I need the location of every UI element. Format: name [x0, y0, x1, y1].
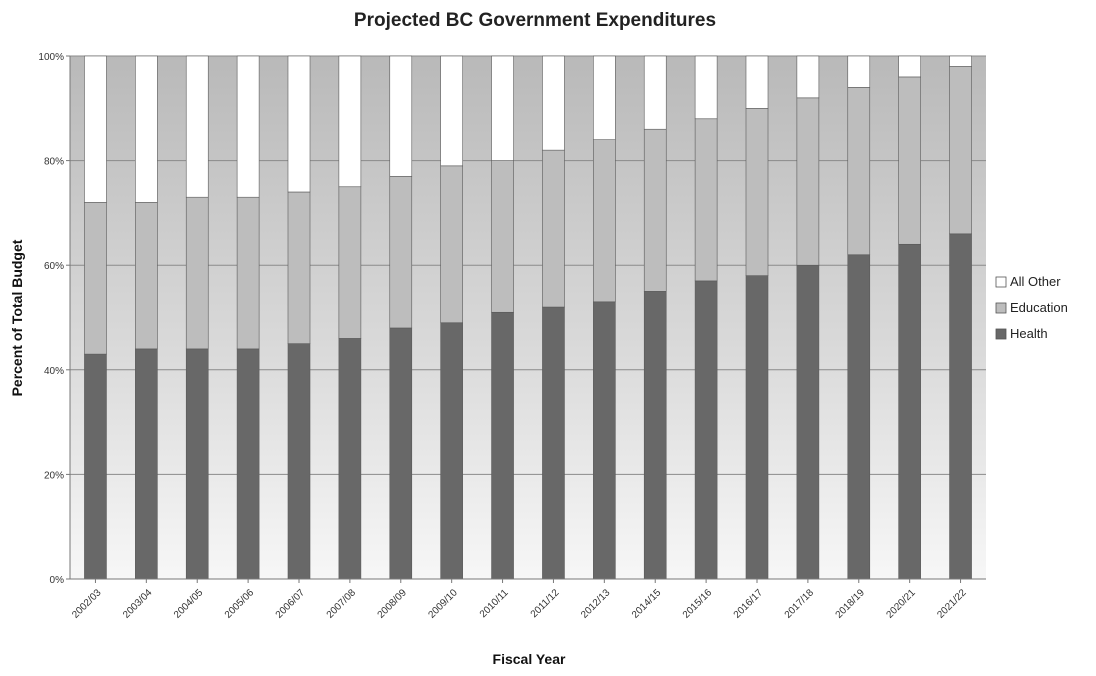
- x-tick-label: 2011/12: [529, 587, 562, 620]
- bar-education: [847, 87, 871, 256]
- y-tick-label: 40%: [44, 366, 64, 377]
- bar-all-other: [135, 55, 158, 203]
- bars: [84, 55, 972, 580]
- y-tick-labels: 0% 20% 40% 60% 80% 100%: [38, 52, 64, 586]
- bar-health: [847, 254, 871, 580]
- x-tick-label: 2008/09: [376, 587, 410, 621]
- bar-all-other: [440, 55, 463, 167]
- chart-title: Projected BC Government Expenditures: [354, 10, 716, 31]
- bar-education: [287, 191, 311, 344]
- bar-all-other: [389, 55, 413, 177]
- x-tick-label: 2003/04: [121, 587, 155, 621]
- x-tick-label: 2009/10: [426, 587, 460, 621]
- legend-label-education: Education: [1010, 300, 1068, 315]
- x-tick-label: 2007/08: [325, 587, 359, 621]
- x-tick-label: 2015/16: [681, 587, 715, 621]
- bar-all-other: [287, 55, 311, 193]
- bar-all-other: [338, 55, 362, 188]
- bar-health: [135, 348, 158, 580]
- bar-education: [236, 196, 260, 350]
- y-axis-title: Percent of Total Budget: [9, 239, 25, 396]
- bar-health: [745, 275, 769, 580]
- bar-education: [389, 175, 413, 329]
- x-tick-label: 2016/17: [732, 587, 766, 621]
- bar-all-other: [542, 55, 565, 151]
- y-tick-label: 60%: [44, 261, 64, 272]
- bar-education: [796, 97, 820, 266]
- bar-health: [949, 233, 972, 580]
- bar-health: [491, 311, 514, 580]
- bar-all-other: [593, 55, 616, 140]
- y-tick-label: 20%: [44, 470, 64, 481]
- bar-education: [440, 165, 463, 324]
- bar-health: [338, 338, 362, 580]
- bar-education: [593, 139, 616, 303]
- x-tick-label: 2021/22: [935, 587, 969, 621]
- bar-education: [84, 202, 107, 355]
- bar-all-other: [694, 55, 718, 120]
- x-tick-label: 2005/06: [223, 587, 257, 621]
- bar-education: [898, 76, 921, 245]
- x-tick-label: 2006/07: [274, 587, 308, 621]
- bar-health: [898, 243, 921, 580]
- legend-swatch-all-other: [995, 276, 1007, 288]
- bar-health: [542, 306, 565, 580]
- x-tick-label: 2014/15: [630, 587, 664, 621]
- bar-all-other: [491, 55, 514, 161]
- bar-health: [643, 291, 667, 580]
- legend-label-all-other: All Other: [1010, 274, 1061, 289]
- bar-all-other: [643, 55, 667, 130]
- bar-health: [287, 343, 311, 580]
- bar-all-other: [185, 55, 209, 198]
- bar-health: [389, 327, 413, 580]
- y-tick-label: 0%: [50, 575, 65, 586]
- bar-all-other: [745, 55, 769, 109]
- legend: All Other Education Health: [989, 271, 1096, 361]
- bar-health: [796, 264, 820, 580]
- legend-box: [989, 271, 1096, 361]
- bar-health: [694, 280, 718, 580]
- x-tick-label: 2010/11: [478, 587, 511, 620]
- bar-all-other: [847, 55, 871, 88]
- x-tick-label: 2002/03: [70, 587, 104, 621]
- bar-health: [440, 322, 463, 580]
- x-tick-label: 2004/05: [172, 587, 206, 621]
- x-tick-label: 2018/19: [834, 587, 868, 621]
- bar-health: [84, 353, 107, 580]
- bar-health: [236, 348, 260, 580]
- bar-all-other: [898, 55, 921, 78]
- legend-label-health: Health: [1010, 326, 1048, 341]
- bar-education: [185, 196, 209, 350]
- y-tick-label: 80%: [44, 157, 64, 168]
- bar-education: [694, 118, 718, 282]
- bar-all-other: [949, 55, 972, 67]
- bar-health: [185, 348, 209, 580]
- x-tick-label: 2017/18: [783, 587, 817, 621]
- x-tick-label: 2012/13: [579, 587, 613, 621]
- y-tick-label: 100%: [38, 52, 64, 63]
- bar-education: [542, 149, 565, 308]
- bar-education: [135, 202, 158, 350]
- x-axis-title: Fiscal Year: [493, 651, 566, 667]
- x-tick-labels: 2002/03 2003/04 2004/05 2005/06 2006/07 2007/…: [70, 579, 969, 621]
- bar-health: [593, 301, 616, 580]
- bar-education: [949, 66, 972, 235]
- legend-swatch-education: [995, 302, 1007, 314]
- legend-swatch-health: [995, 328, 1007, 340]
- bar-education: [338, 186, 362, 339]
- bar-education: [745, 108, 769, 276]
- bar-all-other: [236, 55, 260, 198]
- bar-education: [491, 160, 514, 313]
- bar-all-other: [84, 55, 107, 203]
- bar-education: [643, 128, 667, 292]
- bar-all-other: [796, 55, 820, 99]
- x-tick-label: 2020/21: [884, 587, 918, 621]
- plot-area: [70, 56, 986, 579]
